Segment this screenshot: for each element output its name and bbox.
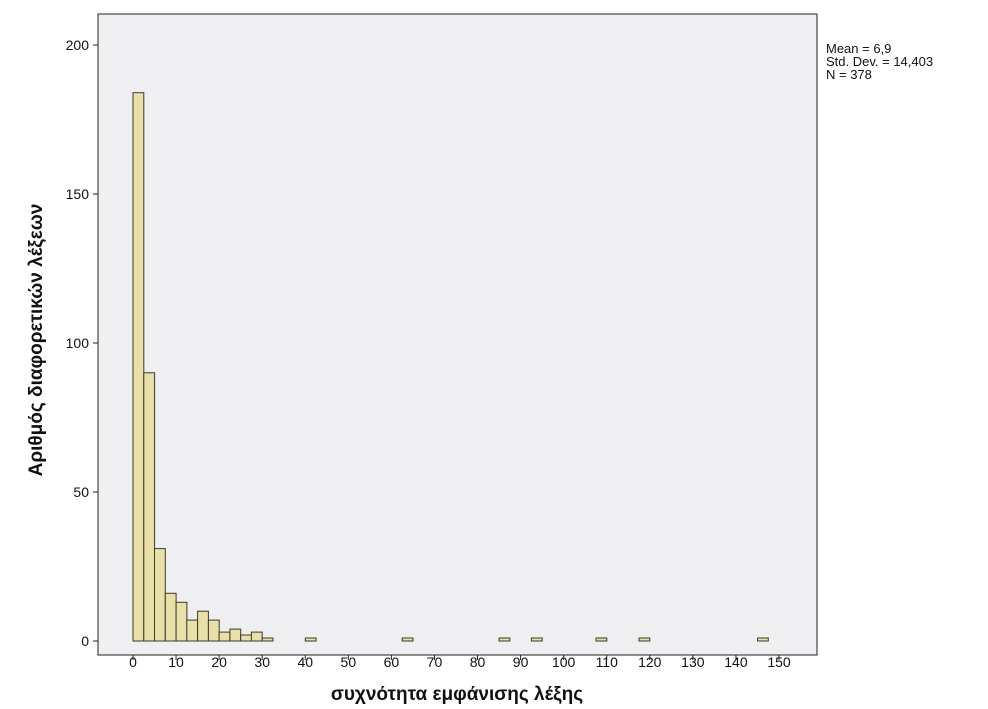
x-axis-title: συχνότητα εμφάνισης λέξης (331, 684, 583, 705)
histogram-bar (250, 631, 263, 642)
x-tick-label: 10 (168, 654, 184, 670)
x-tick-label: 0 (129, 654, 137, 670)
histogram-bar (261, 637, 274, 642)
x-tick-label: 100 (552, 654, 576, 670)
plot-area (97, 13, 818, 656)
y-tick-label: 200 (66, 37, 90, 53)
histogram-bar (132, 92, 145, 642)
x-tick-label: 70 (427, 654, 443, 670)
histogram-bar (240, 634, 252, 642)
mean-label: Mean = 6,9 (826, 41, 892, 56)
x-tick-label: 150 (767, 654, 791, 670)
histogram-bar (530, 637, 543, 642)
x-tick-label: 60 (384, 654, 400, 670)
x-tick-label: 90 (513, 654, 529, 670)
histogram-bar (154, 548, 166, 642)
histogram-bar (164, 592, 177, 642)
x-tick-label: 130 (681, 654, 705, 670)
x-tick-label: 40 (297, 654, 313, 670)
histogram-bar (229, 628, 242, 642)
x-tick-label: 120 (638, 654, 662, 670)
histogram-bar (757, 637, 769, 642)
y-axis-title: Αριθμός διαφορετικών λέξεων (26, 204, 47, 477)
x-tick-label: 140 (724, 654, 748, 670)
histogram-bar (186, 619, 199, 642)
x-tick-label: 20 (211, 654, 227, 670)
statistics-legend: Mean = 6,9 Std. Dev. = 14,403 N = 378 (826, 42, 933, 81)
histogram-bar (401, 637, 414, 642)
y-tick-label: 100 (66, 335, 90, 351)
histogram-bar (304, 637, 317, 642)
y-tick-label: 50 (73, 484, 89, 500)
n-label: N = 378 (826, 67, 872, 82)
x-tick-label: 80 (470, 654, 486, 670)
histogram-bar (498, 637, 511, 642)
y-tick-label: 150 (66, 186, 90, 202)
histogram-bar (207, 619, 220, 642)
x-tick-label: 50 (341, 654, 357, 670)
histogram-bar (143, 372, 156, 642)
y-tick-label: 0 (81, 633, 89, 649)
x-tick-label: 30 (254, 654, 270, 670)
histogram-bar (175, 601, 188, 642)
x-tick-label: 110 (596, 654, 619, 670)
histogram-bar (595, 637, 608, 642)
histogram-bar (638, 637, 651, 642)
std-dev-label: Std. Dev. = 14,403 (826, 54, 934, 69)
histogram-bar (218, 631, 231, 642)
histogram-bar (197, 610, 209, 642)
